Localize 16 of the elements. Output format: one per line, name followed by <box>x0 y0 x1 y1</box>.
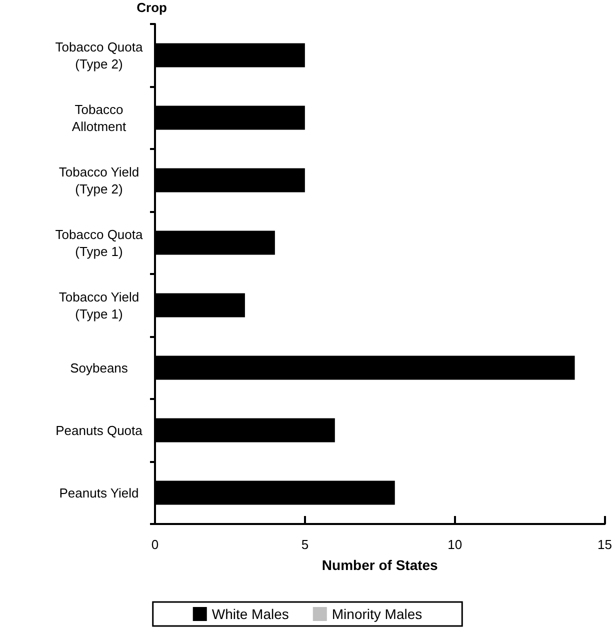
y-axis-title: Crop <box>136 0 168 15</box>
x-tick-label: 10 <box>448 537 462 552</box>
x-tick-label: 0 <box>151 537 159 552</box>
x-tick-label: 5 <box>301 537 309 552</box>
y-tick-label: Tobacco Yield (Type 1) <box>58 289 140 322</box>
x-axis-title: Number of States <box>322 557 438 573</box>
y-tick-label: Peanuts Quota <box>56 422 144 438</box>
x-tick-label: 15 <box>598 537 612 552</box>
legend-label: White Males <box>212 606 289 622</box>
y-tick-label: Tobacco Quota (Type 2) <box>55 39 144 72</box>
y-tick-label: Tobacco Yield (Type 2) <box>58 164 140 196</box>
y-tick-label: Peanuts Yield <box>59 485 139 500</box>
y-tick-label: Tobacco Quota (Type 1) <box>55 226 144 259</box>
y-tick-label: Soybeans <box>70 360 128 376</box>
y-tick-label: Tobacco Allotment <box>72 102 126 134</box>
legend-label: Minority Males <box>332 606 422 622</box>
